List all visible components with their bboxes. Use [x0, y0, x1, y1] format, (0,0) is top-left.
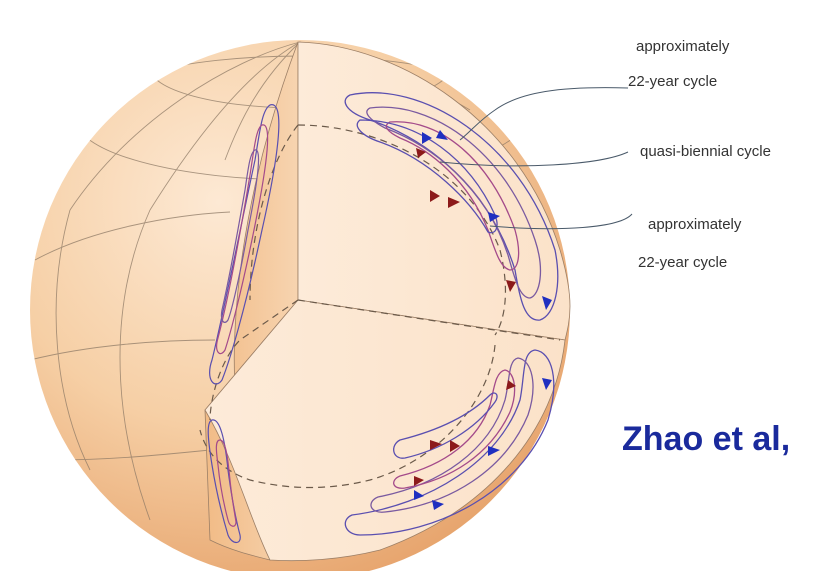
- annotation-22yr-lower-line2: 22-year cycle: [638, 254, 728, 271]
- red-arrow: [414, 476, 424, 486]
- blue-arrow: [488, 212, 500, 222]
- red-arrow: [430, 190, 440, 202]
- red-arrow: [506, 380, 516, 390]
- red-arrow: [416, 148, 426, 158]
- surface-grid: [30, 40, 526, 521]
- blue-arrow: [432, 500, 444, 510]
- blue-arrow: [488, 446, 500, 456]
- red-arrow: [430, 440, 442, 450]
- blue-arrow: [542, 296, 552, 310]
- annotation-22yr-upper-line1: approximately: [636, 38, 730, 55]
- leader-lines: [439, 87, 633, 230]
- cut-face-bottom: [204, 299, 566, 562]
- leader-line-middle: [439, 151, 629, 167]
- blue-arrow: [436, 130, 448, 140]
- citation-text: Zhao et al,: [622, 420, 791, 458]
- blue-arrow: [422, 132, 432, 144]
- red-arrow: [450, 440, 460, 452]
- annotation-22yr-lower-line1: approximately: [648, 216, 742, 233]
- annotation-22yr-upper-line2: 22-year cycle: [628, 73, 718, 90]
- flow-contours-left-face: [207, 104, 280, 544]
- cut-face-right: [297, 41, 571, 341]
- flow-contours-upper: [344, 92, 559, 321]
- annotation-quasi-biennial: quasi-biennial cycle: [640, 143, 771, 160]
- core-boundary: [199, 124, 561, 489]
- flow-contours-lower: [344, 349, 555, 536]
- blue-arrow: [542, 378, 552, 390]
- leader-line-top: [459, 87, 629, 141]
- red-arrow: [448, 197, 460, 208]
- flow-arrows-upper: [416, 130, 552, 310]
- blue-arrow: [414, 490, 424, 500]
- flow-arrows-lower: [414, 378, 552, 510]
- leader-line-bottom: [489, 213, 633, 230]
- red-arrow: [506, 280, 516, 292]
